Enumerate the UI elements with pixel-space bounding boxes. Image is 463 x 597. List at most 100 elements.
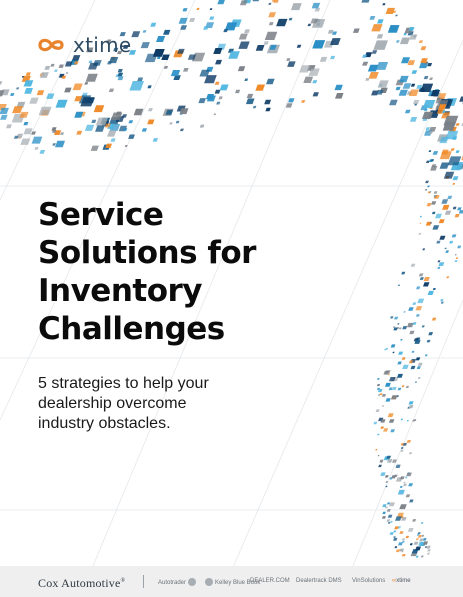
- ribbon-tile: [377, 80, 389, 88]
- ribbon-tile: [425, 180, 429, 184]
- ribbon-tile: [31, 136, 43, 144]
- ribbon-tile: [416, 84, 423, 89]
- ribbon-tile: [385, 485, 388, 488]
- ribbon-tile: [436, 97, 441, 101]
- ribbon-tile: [385, 7, 396, 14]
- ribbon-tile: [180, 25, 187, 30]
- ribbon-tile: [449, 240, 454, 244]
- ribbon-tile: [417, 535, 422, 538]
- ribbon-tile: [330, 38, 341, 45]
- ribbon-tile: [44, 66, 51, 70]
- ribbon-tile: [378, 464, 382, 468]
- ribbon-tile: [426, 545, 431, 549]
- ribbon-tile: [438, 104, 447, 110]
- ribbon-tile: [422, 541, 429, 545]
- ribbon-tile: [110, 138, 116, 142]
- ribbon-tile: [405, 385, 410, 388]
- ribbon-tile: [459, 96, 463, 102]
- ribbon-tile: [31, 131, 36, 135]
- ribbon-tile: [196, 7, 200, 10]
- ribbon-tile: [308, 68, 320, 76]
- ribbon-tile: [443, 171, 455, 179]
- ribbon-tile: [263, 41, 269, 45]
- ribbon-tile: [422, 248, 426, 251]
- ribbon-tile: [375, 409, 380, 412]
- xtime-footer-logo: ∞xtime: [392, 578, 411, 584]
- ribbon-tile: [417, 377, 421, 380]
- ribbon-tile: [16, 133, 24, 139]
- ribbon-tile: [444, 247, 447, 250]
- ribbon-tile: [128, 120, 134, 124]
- ribbon-tile: [452, 176, 459, 181]
- ribbon-tile: [117, 69, 123, 73]
- title-line: Inventory: [38, 273, 203, 309]
- ribbon-tile: [390, 316, 394, 319]
- ribbon-tile: [455, 123, 460, 126]
- ribbon-tile: [389, 477, 393, 480]
- ribbon-tile: [429, 222, 433, 224]
- ribbon-tile: [418, 273, 424, 277]
- ribbon-tile: [218, 96, 223, 100]
- ribbon-tile: [51, 127, 57, 131]
- ribbon-tile: [121, 114, 128, 118]
- ribbon-tile: [437, 266, 441, 269]
- ribbon-tile: [417, 298, 425, 304]
- ribbon-tile: [424, 546, 428, 548]
- ribbon-tile: [214, 89, 221, 94]
- ribbon-tile: [403, 311, 406, 313]
- ribbon-tile: [179, 128, 184, 132]
- ribbon-tile: [433, 195, 440, 199]
- ribbon-tile: [23, 80, 34, 87]
- ribbon-tile: [299, 65, 311, 73]
- ribbon-tile: [399, 531, 404, 534]
- ribbon-tile: [107, 61, 113, 65]
- ribbon-tile: [199, 124, 205, 128]
- ribbon-tile: [198, 98, 206, 104]
- ribbon-tile: [442, 204, 450, 210]
- ribbon-tile: [382, 511, 386, 515]
- ribbon-tile: [397, 361, 402, 365]
- document-subtitle: 5 strategies to help your dealership ove…: [38, 374, 278, 434]
- ribbon-tile: [141, 128, 148, 132]
- ribbon-tile: [85, 73, 98, 82]
- ribbon-tile: [415, 314, 420, 317]
- ribbon-tile: [367, 64, 379, 72]
- ribbon-tile: [213, 113, 217, 116]
- ribbon-tile: [365, 78, 370, 81]
- ribbon-tile: [187, 54, 197, 60]
- ribbon-tile: [380, 426, 384, 429]
- ribbon-tile: [93, 105, 105, 113]
- ribbon-tile: [447, 195, 453, 200]
- ribbon-tile: [393, 536, 396, 538]
- ribbon-tile: [213, 48, 223, 54]
- ribbon-tile: [405, 535, 410, 539]
- ribbon-tile: [424, 354, 428, 357]
- ribbon-tile: [414, 103, 418, 106]
- ribbon-tile: [86, 47, 94, 53]
- ribbon-tile: [113, 47, 119, 52]
- ribbon-tile: [54, 69, 58, 72]
- ribbon-tile: [288, 17, 293, 21]
- ribbon-tile: [400, 447, 404, 449]
- dealer-com-logo: DEALER.COM: [250, 578, 290, 584]
- ribbon-tile: [455, 150, 460, 153]
- ribbon-tile: [381, 516, 386, 519]
- ribbon-tile: [401, 385, 405, 388]
- ribbon-tile: [409, 117, 418, 122]
- ribbon-tile: [399, 37, 411, 45]
- ribbon-tile: [24, 88, 33, 94]
- ribbon-tile: [0, 107, 9, 115]
- ribbon-tile: [412, 100, 420, 105]
- ribbon-tile: [147, 85, 152, 89]
- ribbon-tile: [392, 351, 395, 354]
- ribbon-tile: [402, 443, 407, 446]
- ribbon-tile: [409, 330, 415, 335]
- ribbon-tile: [389, 532, 394, 535]
- ribbon-tile: [373, 40, 388, 50]
- subtitle-line: industry obstacles.: [38, 415, 171, 432]
- ribbon-tile: [204, 75, 217, 84]
- dealertrack-logo: Dealertrack DMS: [296, 578, 342, 584]
- ribbon-tile: [386, 455, 392, 459]
- ribbon-tile: [391, 459, 397, 463]
- ribbon-tile: [430, 165, 438, 171]
